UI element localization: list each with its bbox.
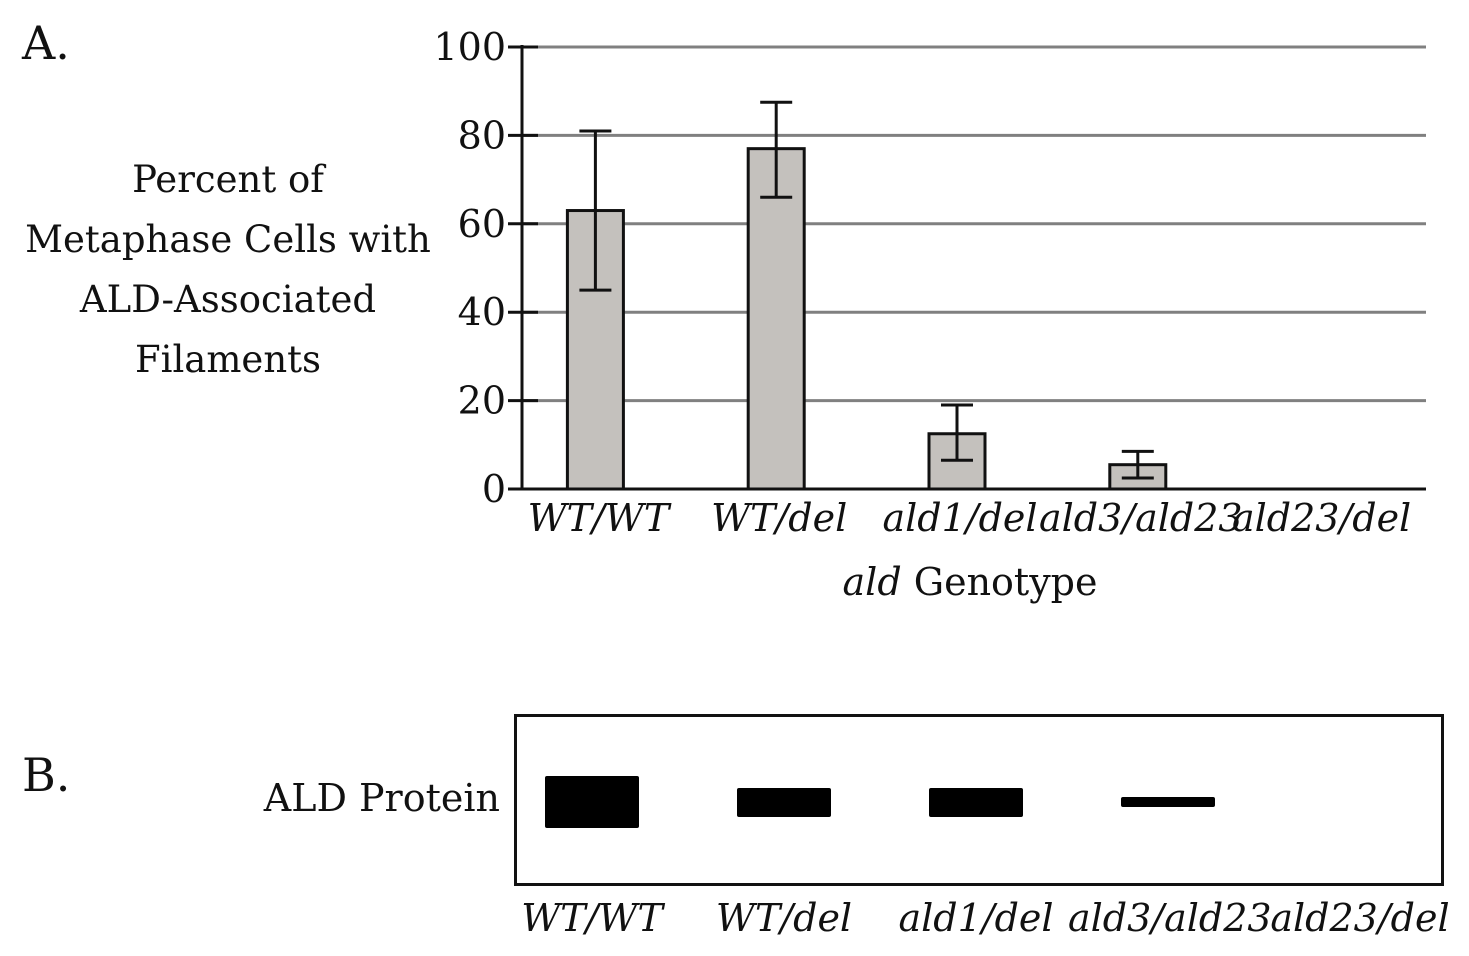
y-axis-label-line: ALD-Associated [79,278,377,321]
y-tick-label: 0 [482,467,506,511]
y-axis-label: Percent of Metaphase Cells with ALD-Asso… [18,150,438,390]
bar [746,147,806,491]
blot-lane-label: ald23/del [1270,896,1450,940]
y-tick-label: 80 [458,113,506,157]
blot-band [1121,797,1215,807]
y-axis-label-line: Percent of [132,158,324,201]
x-axis-label-text: Genotype [901,560,1098,604]
x-tick-label: WT/WT [528,496,672,540]
x-axis-label-italic: ald [842,560,902,604]
blot-band [545,776,639,828]
y-tick-label: 20 [458,379,506,423]
x-axis-label: ald Genotype [700,560,1240,604]
x-tick-label: ald3/ald23 [1039,496,1243,540]
blot-band [929,787,1023,817]
x-tick-label: WT/del [711,496,847,540]
x-tick-label: ald23/del [1232,496,1411,540]
y-tick-label: 40 [458,290,506,334]
blot-lane-label: WT/del [715,896,853,940]
y-axis-label-line: Filaments [134,338,322,381]
blot-row-label: ALD Protein [263,776,500,820]
y-tick-label: 60 [458,202,506,246]
blot-lane-label: WT/WT [521,896,663,940]
panel-b-letter: B. [22,748,71,802]
blot-lane-label: ald1/del [898,896,1054,940]
western-blot [514,714,1444,886]
x-tick-label: ald1/del [882,496,1037,540]
y-tick-label: 100 [433,25,506,69]
blot-lane-label: ald3/ald23 [1068,896,1272,940]
panel-a-letter: A. [22,16,70,70]
blot-band [737,787,831,817]
y-axis-label-line: Metaphase Cells with [25,218,431,261]
bar-chart: 0 20 40 60 80 100 WT/WT WT/del ald1/del ald3/ald2… [433,25,1426,540]
